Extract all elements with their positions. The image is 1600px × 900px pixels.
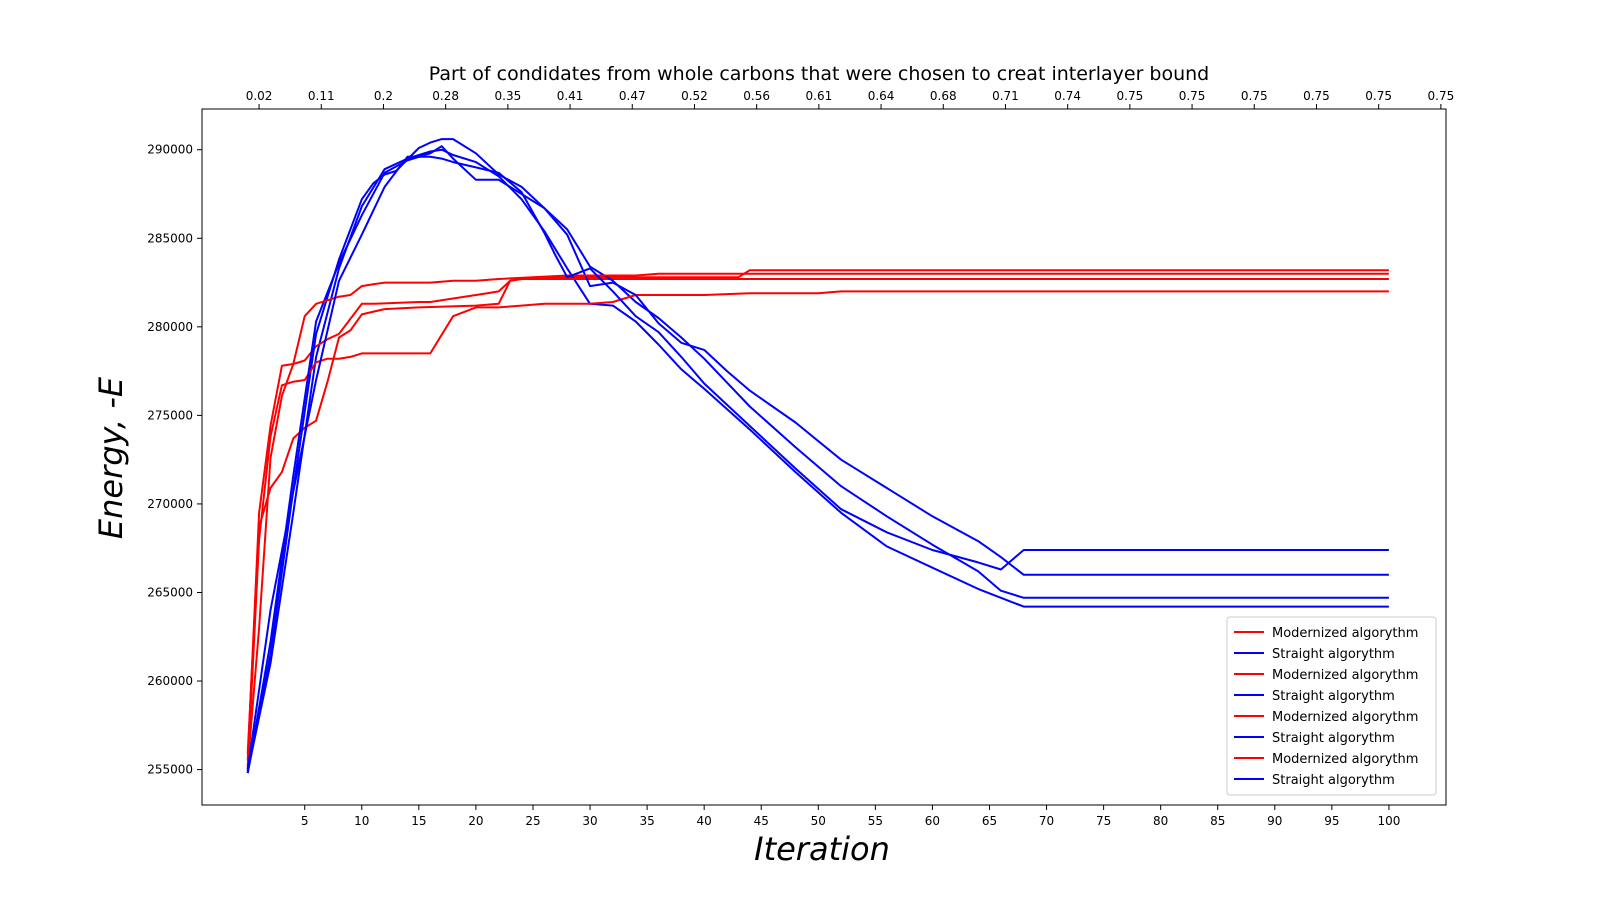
legend-label: Modernized algorythm xyxy=(1272,752,1418,767)
x-tick-label: 25 xyxy=(525,814,540,828)
top-tick-label: 0.41 xyxy=(557,89,584,103)
top-tick-label: 0.74 xyxy=(1054,89,1081,103)
y-tick-label: 280000 xyxy=(147,320,193,334)
top-tick-label: 0.75 xyxy=(1179,89,1206,103)
top-tick-label: 0.75 xyxy=(1241,89,1268,103)
legend-label: Straight algorythm xyxy=(1272,731,1395,746)
x-tick-label: 55 xyxy=(868,814,883,828)
x-tick-label: 20 xyxy=(468,814,483,828)
top-tick-label: 0.75 xyxy=(1365,89,1392,103)
top-tick-label: 0.52 xyxy=(681,89,708,103)
top-tick-label: 0.75 xyxy=(1428,89,1455,103)
y-tick-label: 285000 xyxy=(147,231,193,245)
top-tick-label: 0.75 xyxy=(1303,89,1330,103)
series-line-7 xyxy=(246,272,1389,767)
x-tick-label: 50 xyxy=(811,814,826,828)
legend-label: Straight algorythm xyxy=(1272,689,1395,704)
top-tick-label: 0.71 xyxy=(992,89,1019,103)
x-axis-title: Iteration xyxy=(754,830,890,868)
x-tick-label: 60 xyxy=(925,814,940,828)
x-tick-label: 45 xyxy=(754,814,769,828)
legend-box xyxy=(1226,616,1437,796)
series-line-4 xyxy=(246,138,1389,774)
top-tick-label: 0.64 xyxy=(868,89,895,103)
series-line-3 xyxy=(246,278,1389,761)
legend: Modernized algorythm Straight algorythm Mo… xyxy=(1226,616,1437,796)
y-tick-label: 265000 xyxy=(147,585,193,599)
legend-label: Straight algorythm xyxy=(1272,647,1395,662)
y-tick-label: 290000 xyxy=(147,143,193,157)
top-axis-title: Part of condidates from whole carbons th… xyxy=(429,63,1210,85)
x-tick-label: 85 xyxy=(1210,814,1225,828)
top-tick-label: 0.61 xyxy=(806,89,833,103)
x-tick-label: 95 xyxy=(1324,814,1339,828)
series-line-1 xyxy=(246,269,1389,754)
top-tick-label: 0.2 xyxy=(374,89,393,103)
top-tick-label: 0.47 xyxy=(619,89,646,103)
top-tick-label: 0.11 xyxy=(308,89,335,103)
y-tick-label: 260000 xyxy=(147,674,193,688)
legend-label: Straight algorythm xyxy=(1272,773,1395,788)
x-tick-label: 30 xyxy=(582,814,597,828)
y-tick-label: 255000 xyxy=(147,763,193,777)
top-tick-label: 0.68 xyxy=(930,89,957,103)
x-tick-label: 65 xyxy=(982,814,997,828)
x-tick-label: 80 xyxy=(1153,814,1168,828)
x-tick-label: 75 xyxy=(1096,814,1111,828)
x-tick-label: 5 xyxy=(301,814,309,828)
series-line-8 xyxy=(246,155,1389,770)
series-line-5 xyxy=(246,290,1389,770)
top-tick-label: 0.28 xyxy=(432,89,459,103)
x-tick-label: 15 xyxy=(411,814,426,828)
legend-label: Modernized algorythm xyxy=(1272,710,1418,725)
top-axis-ticks: 0.02 0.11 0.2 0.28 0.35 0.41 0.47 0.52 0.56 0.61 0… xyxy=(246,89,1455,109)
x-tick-label: 10 xyxy=(354,814,369,828)
series-line-2 xyxy=(246,148,1389,772)
x-tick-label: 90 xyxy=(1267,814,1282,828)
x-tick-label: 40 xyxy=(697,814,712,828)
y-tick-label: 270000 xyxy=(147,497,193,511)
y-axis-ticks: 255000 260000 265000 270000 275000 280000 2850… xyxy=(147,143,202,777)
y-tick-label: 275000 xyxy=(147,408,193,422)
series-line-6 xyxy=(246,145,1389,774)
y-axis-title: Energy, -E xyxy=(92,376,130,539)
plot-frame xyxy=(201,108,1447,806)
x-tick-label: 100 xyxy=(1377,814,1400,828)
top-tick-label: 0.56 xyxy=(743,89,770,103)
x-axis-ticks: 5 10 15 20 25 30 35 40 45 50 55 60 65 70 75 80 85 90 95 100 xyxy=(301,805,1400,828)
x-tick-label: 70 xyxy=(1039,814,1054,828)
top-tick-label: 0.02 xyxy=(246,89,273,103)
legend-label: Modernized algorythm xyxy=(1272,668,1418,683)
plot-lines xyxy=(246,138,1389,774)
legend-label: Modernized algorythm xyxy=(1272,626,1418,641)
x-tick-label: 35 xyxy=(639,814,654,828)
top-tick-label: 0.35 xyxy=(495,89,522,103)
top-tick-label: 0.75 xyxy=(1117,89,1144,103)
